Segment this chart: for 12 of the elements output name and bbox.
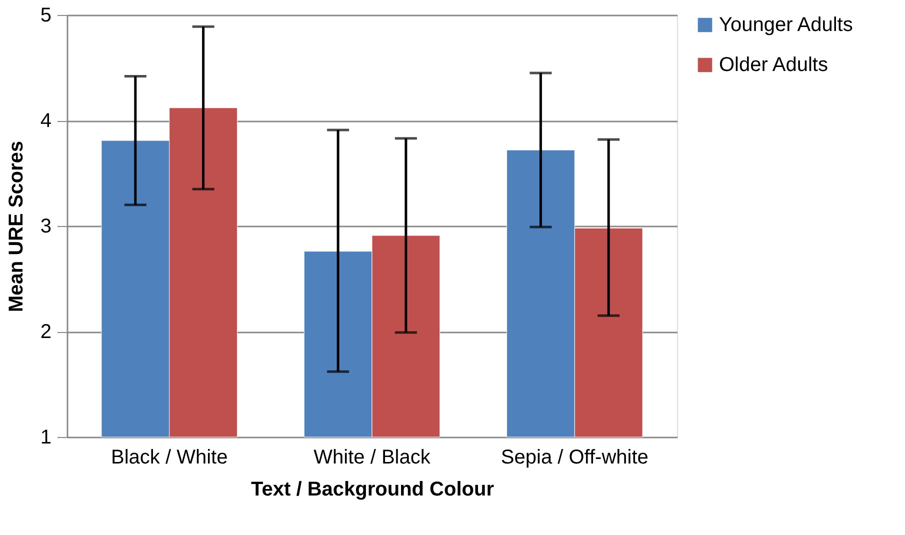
legend-label: Older Adults bbox=[719, 54, 828, 76]
y-tick-label: 2 bbox=[40, 321, 52, 343]
y-tick-label: 3 bbox=[40, 216, 52, 238]
x-tick-label: White / Black bbox=[314, 446, 432, 468]
x-axis-title: Text / Background Colour bbox=[251, 478, 494, 500]
x-tick-label: Black / White bbox=[110, 446, 228, 468]
y-tick-label: 4 bbox=[40, 110, 52, 132]
legend-label: Younger Adults bbox=[719, 14, 853, 36]
y-axis-title: Mean URE Scores bbox=[5, 140, 28, 312]
x-tick-label: Sepia / Off-white bbox=[500, 446, 648, 468]
y-tick-label: 5 bbox=[40, 4, 52, 26]
y-tick-label: 1 bbox=[40, 426, 52, 448]
